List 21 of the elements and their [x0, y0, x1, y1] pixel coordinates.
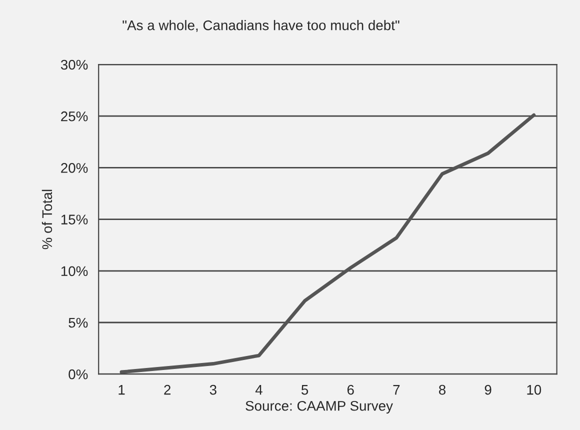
x-tick-label: 4	[255, 385, 262, 395]
chart-title: "As a whole, Canadians have too much debt"	[122, 20, 400, 32]
y-tick-label: 25%	[61, 111, 88, 122]
x-tick-label: 5	[301, 385, 308, 395]
y-tick-label: 10%	[61, 266, 88, 276]
y-tick-label: 20%	[61, 163, 88, 173]
x-tick-label: 3	[210, 384, 216, 395]
line-series	[120, 113, 536, 374]
y-axis-title: % of Total	[42, 190, 52, 250]
x-tick-label: 7	[393, 385, 400, 395]
y-tick-label: 30%	[60, 60, 88, 70]
y-tick-label: 15%	[61, 214, 88, 224]
x-tick-label: 2	[164, 384, 170, 395]
x-tick-label: 1	[118, 385, 125, 395]
y-tick-label: 0%	[68, 369, 88, 380]
x-tick-label: 6	[347, 384, 354, 395]
x-tick-label: 9	[484, 384, 492, 395]
y-tick-label: 5%	[68, 318, 88, 328]
x-tick-label: 8	[438, 384, 446, 395]
source-note: Source: CAAMP Survey	[246, 400, 393, 414]
x-tick-label: 10	[527, 384, 542, 395]
